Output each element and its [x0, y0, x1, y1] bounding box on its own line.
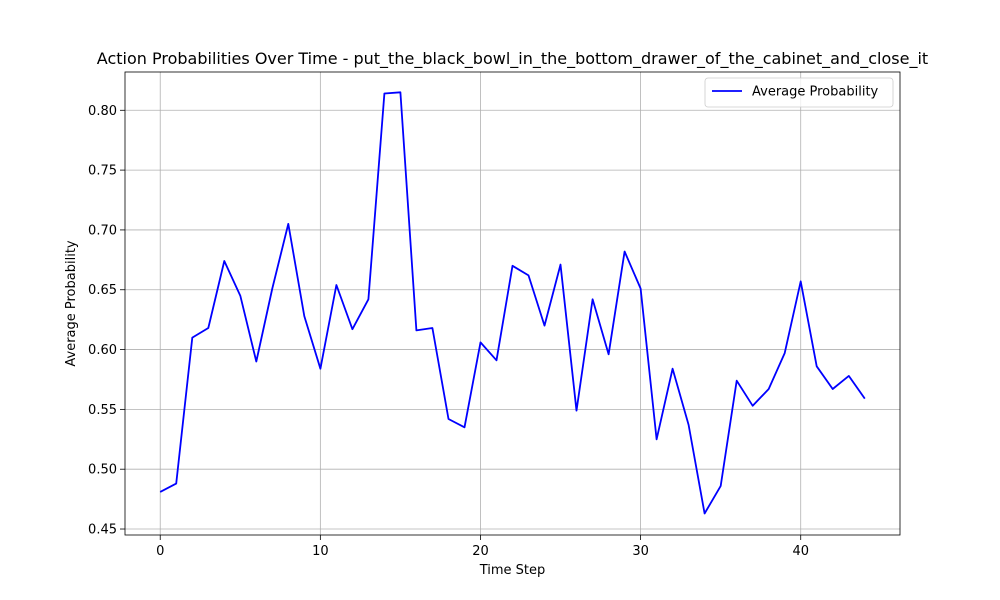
y-tick-label: 0.75 [88, 164, 117, 179]
y-tick-label: 0.65 [88, 283, 117, 298]
series-layer [159, 91, 866, 515]
x-tick-label: 0 [156, 544, 164, 559]
plot-frame [124, 71, 901, 536]
y-axis-label: Average Probability [64, 240, 79, 367]
x-tick-label: 20 [472, 544, 489, 559]
y-tick-label: 0.60 [88, 343, 117, 358]
legend-box [704, 77, 894, 108]
y-tick-label: 0.80 [88, 104, 117, 119]
legend-label: Average Probability [752, 85, 879, 100]
y-tick-label: 0.55 [88, 403, 117, 418]
y-tick-label: 0.45 [88, 523, 117, 538]
legend: Average Probability [704, 77, 894, 108]
x-tick-label: 30 [632, 544, 649, 559]
x-axis-label: Time Step [479, 563, 546, 578]
series-line [159, 91, 866, 515]
y-tick-label: 0.50 [88, 463, 117, 478]
x-tick-label: 40 [792, 544, 809, 559]
y-tick-label: 0.70 [88, 223, 117, 238]
chart-title: Action Probabilities Over Time - put_the… [97, 49, 928, 69]
x-tick-label: 10 [312, 544, 329, 559]
tick-layer: 0 10 20 30 40 0.45 0.50 0.55 0.60 0.65 0.70 0.75 0.8… [88, 104, 809, 559]
